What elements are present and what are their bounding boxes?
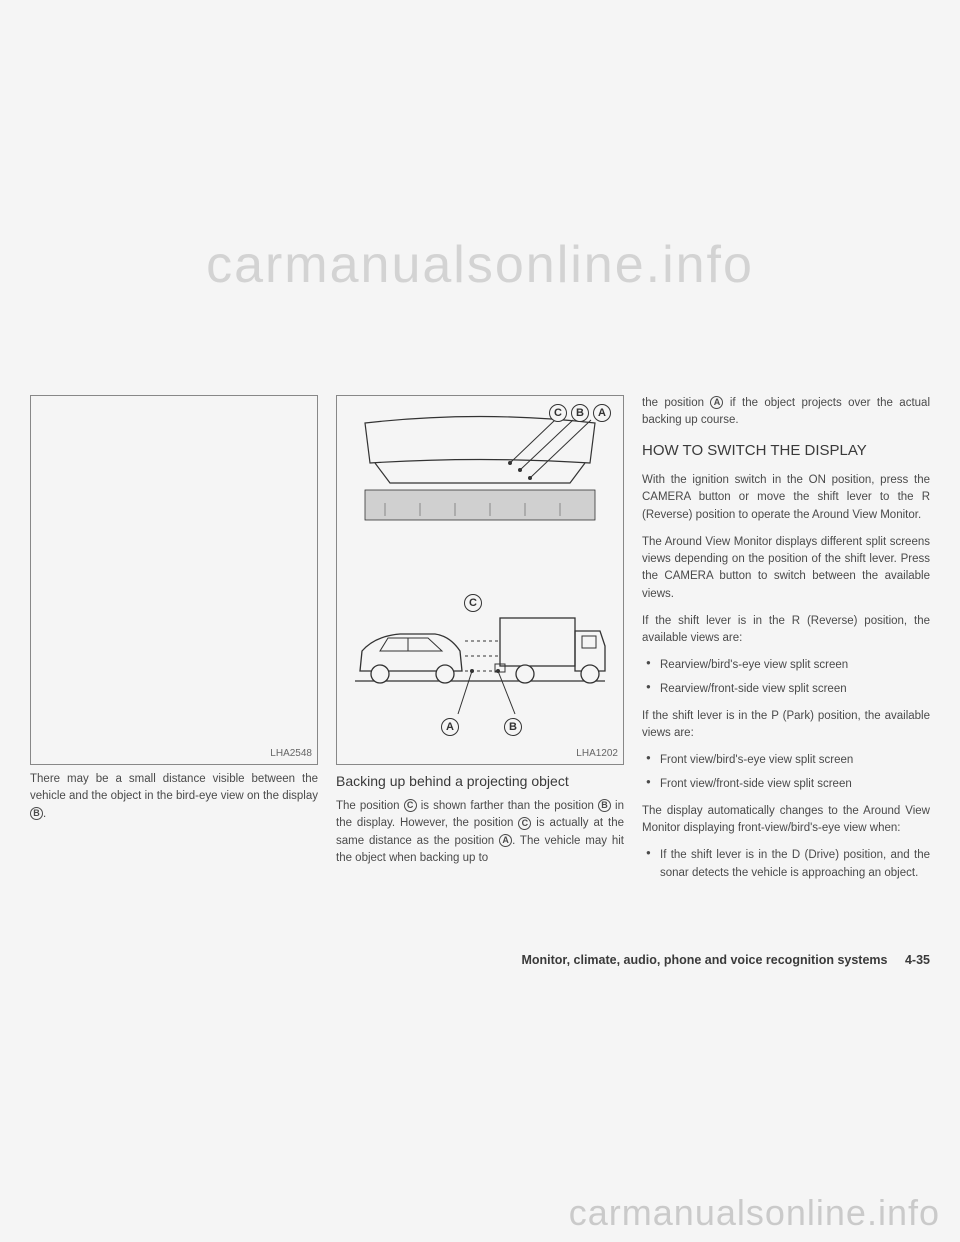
list-item: Front view/front-side view split screen	[642, 776, 930, 793]
text: The position	[336, 800, 404, 812]
column-2: C B A	[336, 395, 624, 892]
caption-col2: The position C is shown farther than the…	[336, 798, 624, 867]
circle-b-icon: B	[571, 404, 589, 422]
list-park-views: Front view/bird's-eye view split screen …	[642, 752, 930, 793]
section-title: Monitor, climate, audio, phone and voice…	[521, 953, 887, 967]
continued-text: the position A if the object projects ov…	[642, 395, 930, 430]
para-2: The Around View Monitor displays differe…	[642, 534, 930, 603]
figure-projecting: C B A	[336, 395, 624, 765]
figure-label: LHA2548	[270, 746, 312, 761]
para-4: If the shift lever is in the P (Park) po…	[642, 708, 930, 743]
circle-c-icon: C	[464, 594, 482, 612]
circle-b-icon: B	[30, 807, 43, 820]
circle-b-icon: B	[504, 718, 522, 736]
watermark-bottom: carmanualsonline.info	[569, 1192, 940, 1234]
circle-a-icon: A	[593, 404, 611, 422]
diagram-top: C B A	[349, 408, 611, 548]
list-item: Front view/bird's-eye view split screen	[642, 752, 930, 769]
figure-label: LHA1202	[576, 746, 618, 761]
text: the position	[642, 397, 710, 409]
diagram-bottom: C A B	[349, 586, 611, 736]
list-item: Rearview/front-side view split screen	[642, 681, 930, 698]
para-3: If the shift lever is in the R (Reverse)…	[642, 613, 930, 648]
page-footer: Monitor, climate, audio, phone and voice…	[30, 953, 930, 967]
circle-b-icon: B	[598, 799, 611, 812]
text: is shown farther than the position	[417, 800, 598, 812]
list-item: Rearview/bird's-eye view split screen	[642, 657, 930, 674]
list-drive-views: If the shift lever is in the D (Drive) p…	[642, 847, 930, 882]
page-number: 4-35	[905, 953, 930, 967]
circle-a-icon: A	[710, 396, 723, 409]
subheading-backing: Backing up behind a projecting object	[336, 771, 624, 792]
caption-col1: There may be a small distance visible be…	[30, 771, 318, 823]
column-3: the position A if the object projects ov…	[642, 395, 930, 892]
circle-c-icon: C	[404, 799, 417, 812]
circle-a-icon: A	[499, 834, 512, 847]
circle-c-icon: C	[549, 404, 567, 422]
watermark-top: carmanualsonline.info	[0, 235, 960, 295]
caption-text: There may be a small distance visible be…	[30, 773, 318, 802]
page-content: LHA2548 There may be a small distance vi…	[30, 395, 930, 892]
bumper-svg	[349, 408, 611, 548]
figure-birdseye: LHA2548	[30, 395, 318, 765]
column-1: LHA2548 There may be a small distance vi…	[30, 395, 318, 892]
caption-text: .	[43, 808, 46, 820]
list-reverse-views: Rearview/bird's-eye view split screen Re…	[642, 657, 930, 698]
list-item: If the shift lever is in the D (Drive) p…	[642, 847, 930, 882]
circle-a-icon: A	[441, 718, 459, 736]
para-1: With the ignition switch in the ON posit…	[642, 472, 930, 524]
circle-c-icon: C	[518, 817, 531, 830]
heading-switch-display: HOW TO SWITCH THE DISPLAY	[642, 440, 930, 463]
para-5: The display automatically changes to the…	[642, 803, 930, 838]
